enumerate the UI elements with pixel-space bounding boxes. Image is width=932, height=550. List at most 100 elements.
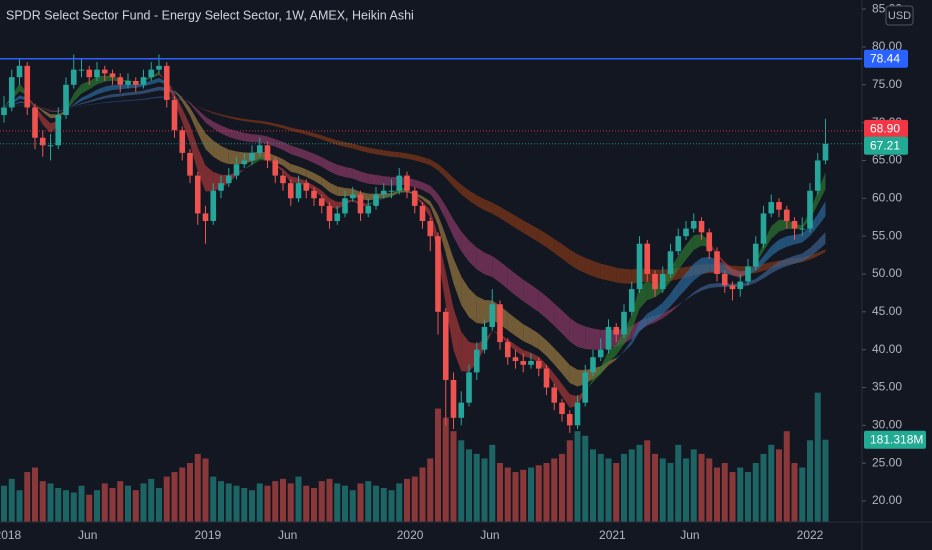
ma-ribbon — [352, 168, 361, 182]
ma-ribbon — [453, 219, 462, 252]
candle-body — [613, 326, 620, 335]
ma-ribbon — [476, 195, 485, 211]
candle-body — [380, 190, 387, 195]
ma-ribbon — [112, 84, 121, 91]
price-tag-bg — [864, 136, 908, 155]
ma-ribbon — [306, 150, 314, 163]
volume-bar — [47, 483, 54, 522]
ma-ribbon — [120, 92, 128, 97]
candle-body — [373, 194, 379, 206]
volume-bar — [698, 453, 705, 522]
ma-ribbon — [244, 162, 252, 170]
ma-ribbon — [383, 176, 392, 186]
volume-bar — [667, 462, 674, 522]
candle-body — [163, 65, 170, 100]
price-line-tag: 78.44 — [870, 51, 900, 65]
ma-ribbon — [197, 106, 206, 111]
candle-body — [39, 137, 46, 146]
ma-ribbon — [376, 148, 384, 156]
ma-ribbon — [476, 296, 485, 324]
volume-bar — [807, 440, 813, 522]
ma-ribbon — [42, 109, 51, 119]
candle-body — [489, 304, 496, 327]
ma-ribbon — [771, 219, 779, 239]
ma-ribbon — [314, 173, 322, 186]
ma-ribbon — [81, 94, 90, 102]
candle-body — [473, 349, 480, 373]
candle-body — [574, 402, 581, 426]
candle-body — [295, 183, 302, 199]
ma-ribbon — [89, 89, 97, 99]
ma-ribbon — [228, 116, 237, 120]
candle-body — [396, 175, 403, 191]
candle-body — [652, 273, 658, 290]
candle-body — [714, 251, 720, 274]
candle-body — [125, 80, 131, 85]
volume-bar — [117, 481, 124, 522]
ma-ribbon — [383, 150, 392, 157]
ma-ribbon — [190, 102, 198, 107]
volume-bar — [179, 467, 186, 522]
ma-ribbon — [817, 201, 826, 227]
volume-tag: 181.318M — [870, 432, 923, 446]
volume-bar — [326, 478, 333, 522]
candle-body — [621, 311, 627, 335]
ma-ribbon — [507, 267, 516, 296]
ma-ribbon — [763, 266, 772, 279]
ma-ribbon — [438, 193, 446, 220]
volume-bar — [582, 435, 589, 522]
ma-ribbon — [693, 257, 702, 281]
volume-bar — [24, 472, 31, 522]
candle-body — [32, 107, 38, 138]
ma-ribbon — [197, 109, 206, 123]
candle-body — [698, 221, 705, 233]
volume-bar — [342, 485, 348, 522]
volume-bar — [683, 458, 689, 522]
ma-ribbon — [414, 179, 423, 191]
ma-ribbon — [686, 292, 694, 300]
ma-ribbon — [802, 225, 810, 243]
y-tick-label: 60.00 — [872, 190, 902, 204]
ma-ribbon — [329, 182, 338, 196]
ma-ribbon — [190, 125, 198, 172]
ma-ribbon — [779, 258, 787, 270]
volume-bar — [721, 462, 728, 522]
ma-ribbon — [562, 244, 570, 265]
ma-ribbon — [422, 182, 431, 195]
ma-ribbon — [701, 256, 710, 275]
volume-bar — [303, 485, 310, 522]
volume-bar — [349, 490, 356, 522]
volume-bar — [737, 467, 744, 522]
candle-body — [233, 164, 240, 176]
candle-body — [566, 413, 573, 426]
ma-ribbon — [461, 276, 469, 318]
axis-layer: 85.0080.0075.0070.0065.0060.0055.0050.00… — [0, 1, 926, 542]
ma-ribbon — [608, 265, 617, 283]
ma-ribbon — [306, 169, 314, 181]
candle-body — [814, 160, 821, 191]
ma-ribbon — [182, 96, 190, 104]
ma-ribbon — [205, 116, 214, 129]
ma-ribbon — [507, 211, 516, 229]
candle-body — [466, 372, 472, 403]
candle-body — [512, 357, 519, 362]
ma-ribbon — [422, 201, 431, 218]
ma-ribbon — [97, 75, 105, 85]
price-tag: 68.90 — [870, 122, 900, 136]
candle-body — [24, 65, 31, 108]
y-tick-label: 40.00 — [872, 342, 902, 356]
y-tick-label: 25.00 — [872, 455, 902, 469]
candle-body — [706, 232, 713, 252]
ma-ribbon — [337, 140, 345, 147]
ma-ribbon — [755, 256, 764, 272]
y-tick-label: 45.00 — [872, 304, 902, 318]
ma-ribbon — [290, 145, 299, 157]
volume-bar — [690, 449, 697, 522]
ma-ribbon — [213, 112, 221, 116]
ma-ribbon — [290, 127, 299, 133]
volume-bar — [791, 462, 798, 522]
volume-bar — [163, 476, 170, 522]
currency-box[interactable] — [885, 5, 914, 26]
ma-ribbon — [391, 151, 400, 158]
